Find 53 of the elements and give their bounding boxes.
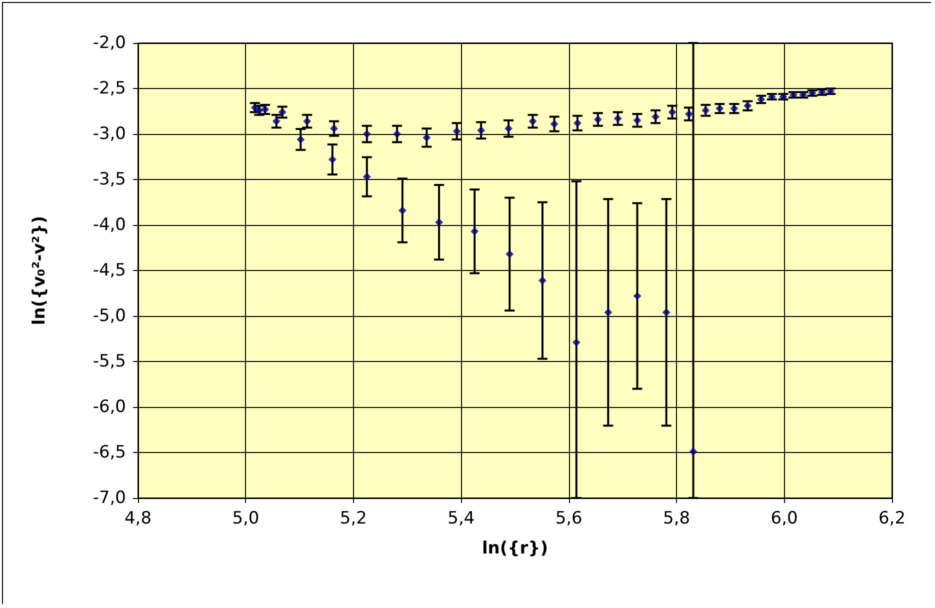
y-tick-label: -6,5 [92,442,126,462]
x-tick-label: 4,8 [124,508,152,528]
point [477,126,486,134]
y-axis-title: ln({v₀²-v²}) [30,216,50,326]
point [594,115,602,124]
y-tick-label: -2,0 [92,33,126,53]
y-tick-label: -4,5 [92,260,126,280]
y-tick-label: -6,0 [92,397,126,417]
point [362,172,371,181]
point [422,134,431,142]
y-tick-label: -5,5 [92,352,126,372]
point [470,227,479,236]
point [528,117,537,126]
point [668,108,676,116]
point [573,119,582,128]
point [689,448,698,456]
x-axis-title: ln({r}) [482,538,548,558]
point [303,117,312,126]
x-tick-label: 5,0 [232,508,260,528]
x-tick-label: 5,2 [340,508,367,528]
y-tick-label: -7,0 [92,488,126,508]
point [296,135,305,144]
x-tick-label: 6,2 [878,508,906,528]
point [604,308,612,316]
point [452,127,461,136]
point [362,130,371,138]
point [662,308,670,316]
y-tick-label: -5,0 [92,306,126,326]
point [330,124,338,133]
point [684,110,693,118]
point [398,206,406,214]
point [633,292,642,300]
point [393,130,402,138]
point [550,120,558,128]
point [633,116,642,124]
point [435,218,444,226]
y-tick-label: -4,0 [92,215,126,235]
point [504,124,513,133]
point [328,155,336,164]
point [538,276,546,285]
x-tick-label: 5,8 [663,508,690,528]
point [614,114,622,123]
y-tick-label: -2,5 [92,78,126,98]
point [506,250,514,258]
y-tick-label: -3,0 [92,124,126,144]
x-tick-label: 5,4 [448,508,475,528]
y-tick-label: -3,5 [92,170,126,190]
point [652,112,660,121]
point [702,106,710,114]
x-tick-label: 6,0 [770,508,798,528]
x-tick-label: 5,6 [555,508,582,528]
point [572,338,580,346]
point [272,117,280,126]
